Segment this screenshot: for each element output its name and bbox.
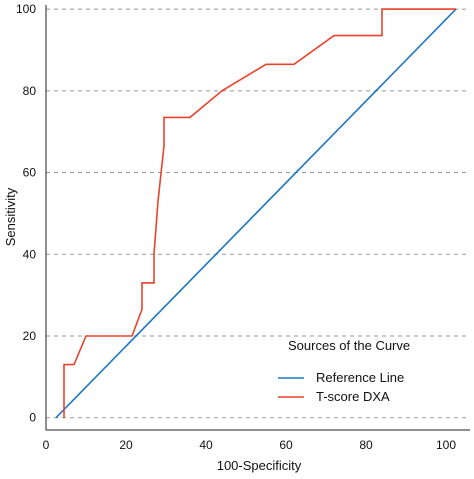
x-tick-label-0: 0 [43, 438, 50, 452]
x-tick-label-60: 60 [279, 438, 293, 452]
x-tick-labels: 0 20 40 60 80 100 [43, 438, 457, 452]
y-axis-title: Sensitivity [3, 187, 18, 246]
y-tick-label-0: 0 [29, 411, 36, 425]
x-tick-label-20: 20 [119, 438, 133, 452]
x-tick-label-40: 40 [199, 438, 213, 452]
x-tick-label-100: 100 [436, 438, 456, 452]
legend-label-t-score-dxa: T-score DXA [316, 389, 390, 404]
y-tick-label-80: 80 [23, 84, 37, 98]
y-tick-label-60: 60 [23, 166, 37, 180]
legend: Sources of the Curve Reference Line T-sc… [278, 338, 410, 404]
y-tick-labels: 0 20 40 60 80 100 [16, 2, 36, 425]
y-tick-label-20: 20 [23, 329, 37, 343]
series-lines [55, 8, 457, 419]
legend-title: Sources of the Curve [288, 338, 410, 353]
series-line-reference-line [55, 8, 457, 419]
y-tick-label-40: 40 [23, 247, 37, 261]
x-tick-label-80: 80 [359, 438, 373, 452]
y-gridlines [46, 8, 470, 419]
x-axis-title: 100-Specificity [217, 458, 302, 473]
y-tick-label-100: 100 [16, 2, 36, 16]
legend-label-reference-line: Reference Line [316, 370, 404, 385]
series-line-t-score-dxa [63, 8, 456, 418]
